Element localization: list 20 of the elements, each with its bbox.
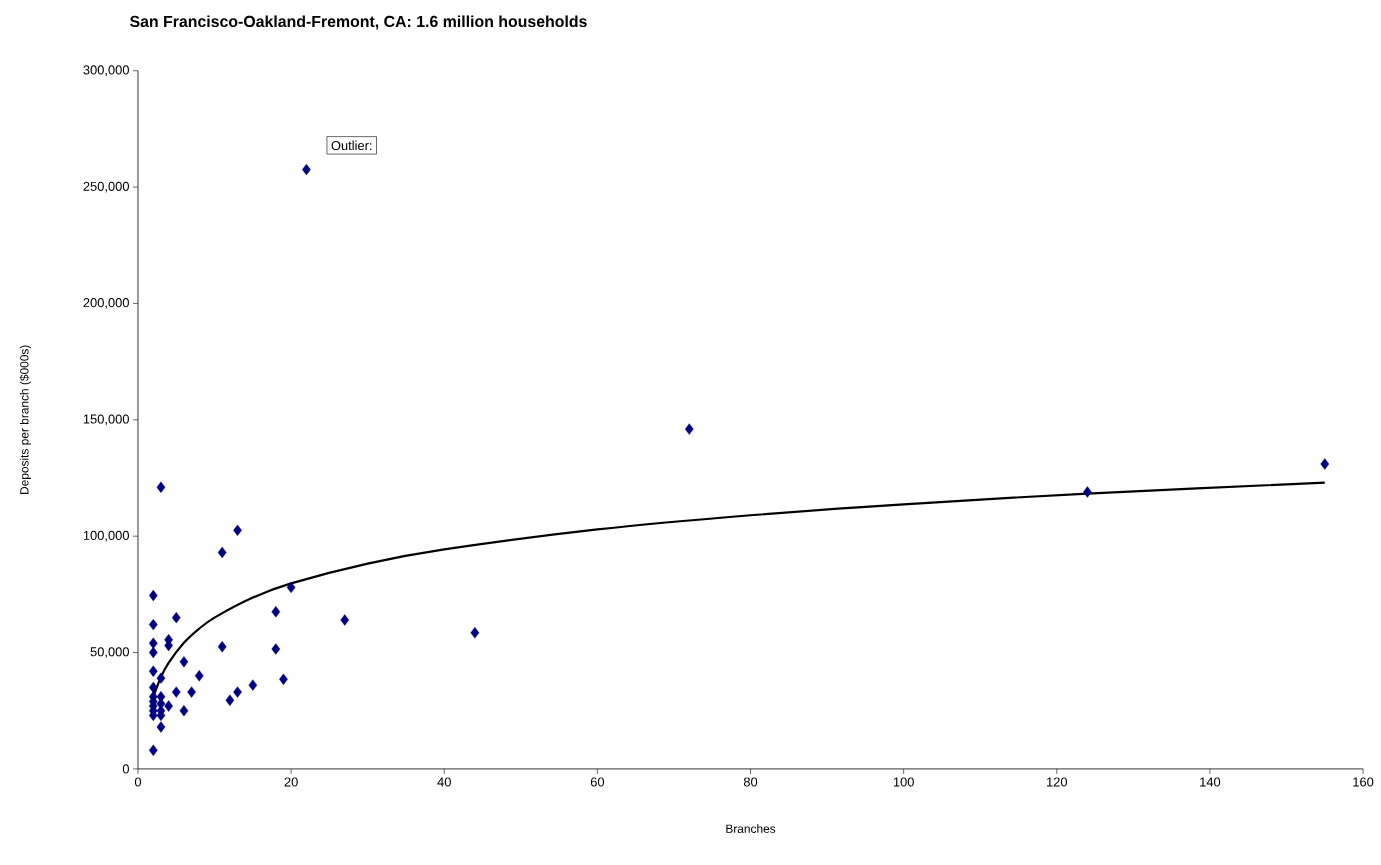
x-tick-label: 0 [134, 777, 142, 787]
x-tick-label: 60 [590, 777, 605, 787]
chart-title: San Francisco-Oakland-Fremont, CA: 1.6 million households [129, 15, 587, 30]
y-tick-label: 150,000 [83, 414, 129, 426]
y-tick-label: 250,000 [83, 181, 129, 193]
y-tick-label: 200,000 [83, 298, 129, 309]
x-axis-title: Branches [726, 824, 776, 834]
y-tick-label: 50,000 [90, 647, 129, 659]
x-tick-label: 20 [284, 777, 298, 787]
y-tick-label: 100,000 [83, 531, 129, 542]
x-tick-label: 80 [743, 777, 758, 787]
x-tick-label: 120 [1047, 777, 1068, 787]
y-axis-title: Deposits per branch ($000s) [19, 345, 31, 495]
y-tick-label: 300,000 [83, 65, 129, 77]
annotation: Outlier: [331, 140, 372, 151]
x-tick-label: 160 [1353, 777, 1374, 787]
y-tick-label: 0 [122, 764, 129, 774]
x-tick-label: 140 [1200, 777, 1221, 787]
x-tick-label: 100 [893, 777, 914, 787]
x-tick-label: 40 [437, 777, 451, 787]
